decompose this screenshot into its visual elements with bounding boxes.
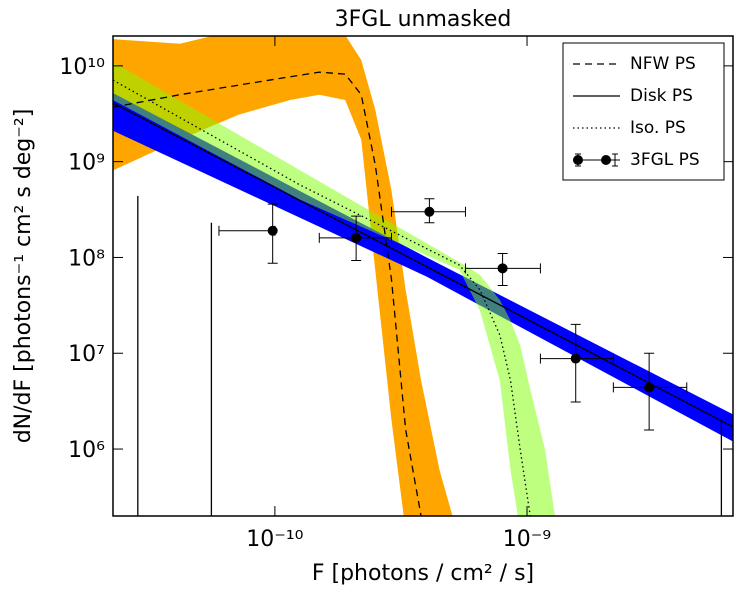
- axes-frame: [112, 35, 734, 517]
- point: [267, 225, 278, 236]
- median-line: [113, 71, 422, 516]
- legend-label: NFW PS: [630, 54, 696, 74]
- band: [113, 36, 453, 516]
- legend-marker: [573, 155, 583, 165]
- legend: NFW PS Disk PS Iso. PS 3FGL PS: [562, 42, 725, 181]
- point: [351, 232, 362, 243]
- y-tick-label: 10⁸: [68, 246, 105, 271]
- legend-label: Iso. PS: [630, 118, 686, 138]
- x-axis-label: F [photons / cm² / s]: [312, 561, 534, 586]
- plot-area: [113, 36, 733, 516]
- y-tick-label: 10⁶: [68, 438, 105, 463]
- legend-label: Disk PS: [630, 86, 693, 106]
- point: [570, 353, 581, 364]
- legend-marker: [601, 155, 611, 165]
- x-error-bar: [218, 225, 276, 236]
- point: [424, 206, 435, 217]
- x-tick-label: 10⁻¹⁰: [246, 527, 303, 552]
- y-tick-label: 10⁷: [68, 342, 105, 367]
- legend-label: 3FGL PS: [630, 150, 700, 170]
- band: [113, 61, 555, 516]
- median-line: [113, 79, 531, 516]
- chart-title: 3FGL unmasked: [335, 7, 512, 32]
- y-tick-label: 10¹⁰: [59, 55, 105, 80]
- x-tick-label: 10⁻⁹: [503, 527, 551, 552]
- median-line: [113, 102, 733, 428]
- ticks: 10⁻¹⁰ 10⁻⁹ 10⁶ 10⁷ 10⁸ 10⁹ 10¹⁰: [59, 36, 733, 552]
- y-axis-label: dN/dF [photons⁻¹ cm² s deg⁻²]: [11, 109, 36, 444]
- legend-box: [562, 42, 725, 181]
- point: [497, 263, 508, 274]
- y-tick-label: 10⁹: [68, 151, 105, 176]
- point: [644, 382, 655, 393]
